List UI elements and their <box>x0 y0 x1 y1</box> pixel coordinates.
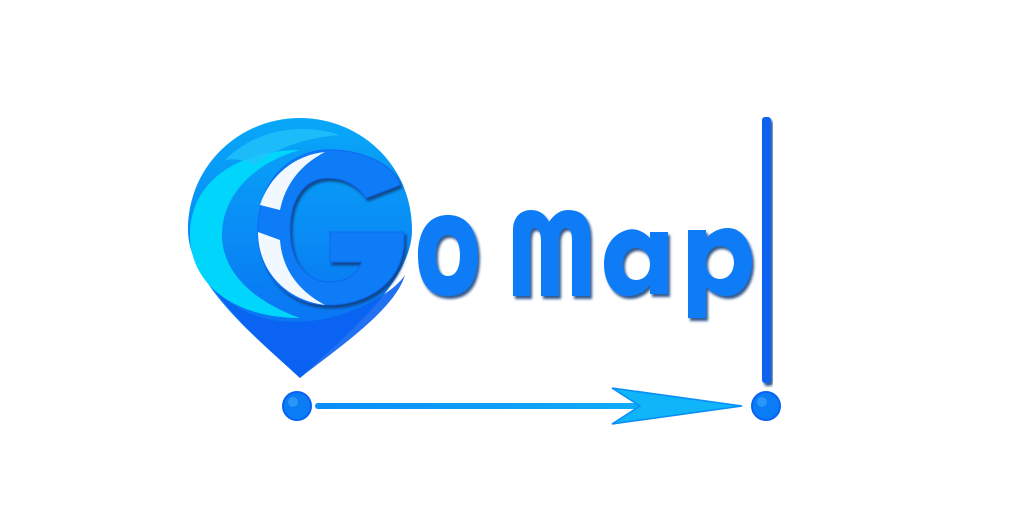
pin-cyan-crescent <box>190 150 300 318</box>
pin-top-highlight <box>225 128 340 165</box>
route-arrow-icon <box>282 387 781 425</box>
letter-m <box>513 210 590 296</box>
route-arrowhead <box>611 387 743 425</box>
pin-lower-wave <box>215 275 405 378</box>
letter-p <box>688 228 752 318</box>
vertical-bar <box>762 117 771 383</box>
letter-g <box>257 149 405 306</box>
letter-o <box>418 215 478 296</box>
letter-a <box>604 229 668 296</box>
route-line <box>315 403 725 409</box>
route-start-dot <box>282 391 312 421</box>
route-end-dot <box>751 391 781 421</box>
